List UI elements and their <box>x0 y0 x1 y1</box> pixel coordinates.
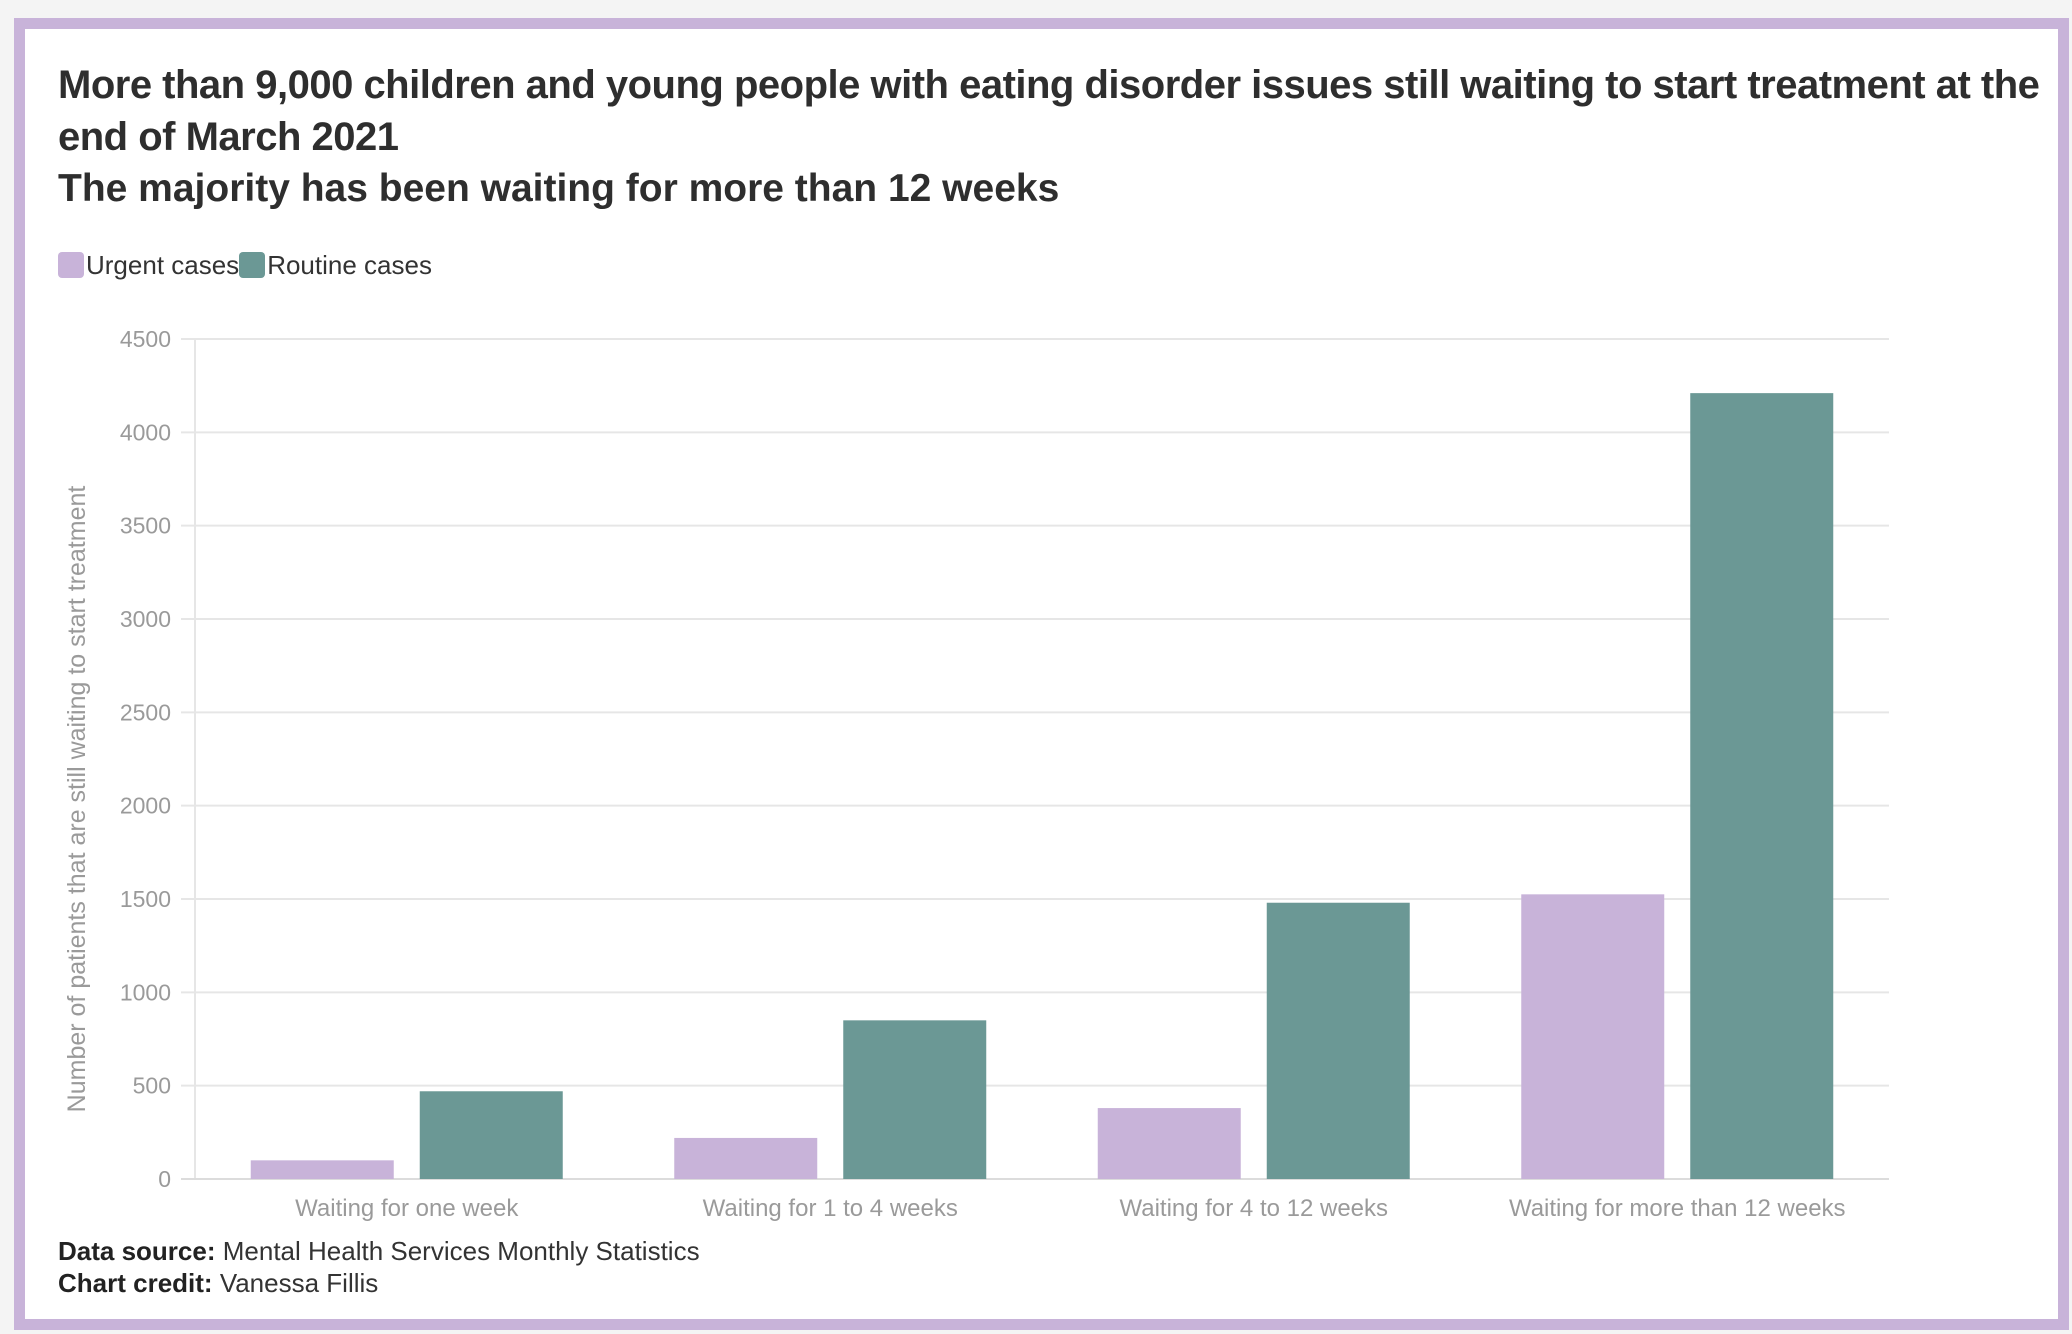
x-tick-label: Waiting for one week <box>295 1195 519 1222</box>
bar-urgent[interactable] <box>674 1137 818 1179</box>
bar-routine[interactable] <box>843 1020 987 1179</box>
chart-credit-line: Chart credit: Vanessa Fillis <box>58 1267 700 1299</box>
chart-credit-value: Vanessa Fillis <box>219 1268 379 1298</box>
y-tick-label: 2500 <box>120 699 171 725</box>
data-source-line: Data source: Mental Health Services Mont… <box>58 1235 700 1267</box>
chart-legend: Urgent cases Routine cases <box>58 245 432 285</box>
y-tick-label: 500 <box>133 1073 171 1099</box>
y-tick-label: 3500 <box>120 513 171 539</box>
x-tick-label: Waiting for 4 to 12 weeks <box>1119 1195 1388 1222</box>
chart-title: More than 9,000 children and young peopl… <box>58 63 2040 159</box>
bar-chart: 0 500 1000 1500 2000 2500 3000 3500 4000 4500 Wai… <box>63 326 1889 1222</box>
x-tick-label: Waiting for more than 12 weeks <box>1509 1195 1846 1222</box>
chart-subtitle: The majority has been waiting for more t… <box>58 167 1060 210</box>
y-tick-label: 3000 <box>120 606 171 632</box>
legend-item-routine[interactable]: Routine cases <box>239 250 432 281</box>
bar-routine[interactable] <box>419 1091 563 1179</box>
legend-swatch-routine <box>239 252 266 278</box>
chart-footer: Data source: Mental Health Services Mont… <box>58 1235 700 1299</box>
y-axis-label: Number of patients that are still waitin… <box>63 486 91 1113</box>
y-tick-label: 4000 <box>120 419 171 445</box>
y-tick-label: 4500 <box>120 326 171 352</box>
bar-urgent[interactable] <box>1521 894 1665 1179</box>
legend-item-urgent[interactable]: Urgent cases <box>58 250 239 281</box>
data-source-label: Data source: <box>58 1236 216 1266</box>
legend-label-urgent: Urgent cases <box>86 249 240 280</box>
y-tick-label: 1500 <box>120 886 171 912</box>
legend-swatch-urgent <box>58 252 84 278</box>
chart-frame: More than 9,000 children and young peopl… <box>14 18 2069 1330</box>
x-axis-ticks: Waiting for one week Waiting for 1 to 4 w… <box>295 1195 1845 1222</box>
y-tick-label: 1000 <box>120 979 171 1005</box>
bars <box>250 393 1834 1180</box>
x-tick-label: Waiting for 1 to 4 weeks <box>703 1195 958 1222</box>
legend-label-routine: Routine cases <box>267 249 432 280</box>
chart-credit-label: Chart credit: <box>58 1268 213 1298</box>
y-tick-label: 2000 <box>120 793 171 819</box>
bar-urgent[interactable] <box>250 1160 394 1179</box>
y-tick-label: 0 <box>158 1166 171 1192</box>
bar-routine[interactable] <box>1690 393 1834 1180</box>
data-source-value: Mental Health Services Monthly Statistic… <box>222 1236 700 1266</box>
bar-urgent[interactable] <box>1097 1108 1241 1179</box>
y-axis-ticks: 0 500 1000 1500 2000 2500 3000 3500 4000 4500 <box>120 326 171 1192</box>
bar-routine[interactable] <box>1266 902 1410 1179</box>
